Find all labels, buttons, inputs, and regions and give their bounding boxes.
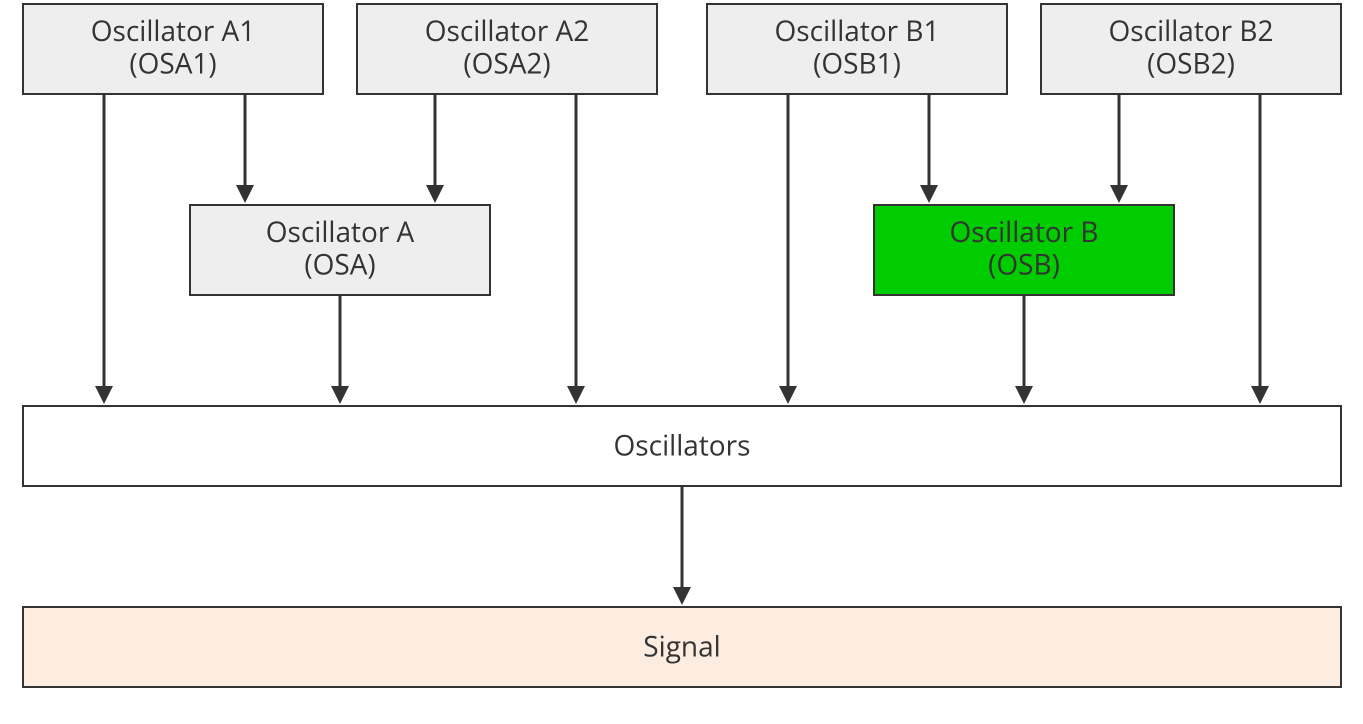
node-osb1-label-line2: (OSB1) xyxy=(813,44,901,82)
node-osb-label-line2: (OSB) xyxy=(988,245,1060,283)
node-osa1: Oscillator A1(OSA1) xyxy=(23,4,323,94)
node-osa1-label-line2: (OSA1) xyxy=(129,44,216,82)
node-osa-label-line2: (OSA) xyxy=(304,245,375,283)
node-signal: Signal xyxy=(23,607,1341,687)
node-osb1: Oscillator B1(OSB1) xyxy=(707,4,1007,94)
node-osb2: Oscillator B2(OSB2) xyxy=(1041,4,1341,94)
node-osa: Oscillator A(OSA) xyxy=(190,205,490,295)
node-osb2-label-line2: (OSB2) xyxy=(1147,44,1235,82)
edges-layer xyxy=(104,94,1260,596)
node-osb: Oscillator B(OSB) xyxy=(874,205,1174,295)
node-oscillators: Oscillators xyxy=(23,406,1341,486)
node-osa2-label-line2: (OSA2) xyxy=(463,44,550,82)
node-osa2: Oscillator A2(OSA2) xyxy=(357,4,657,94)
oscillator-diagram: Oscillator A1(OSA1) Oscillator A2(OSA2) Os… xyxy=(0,0,1363,724)
node-signal-label-line1: Signal xyxy=(643,627,720,665)
node-oscillators-label-line1: Oscillators xyxy=(614,426,751,464)
